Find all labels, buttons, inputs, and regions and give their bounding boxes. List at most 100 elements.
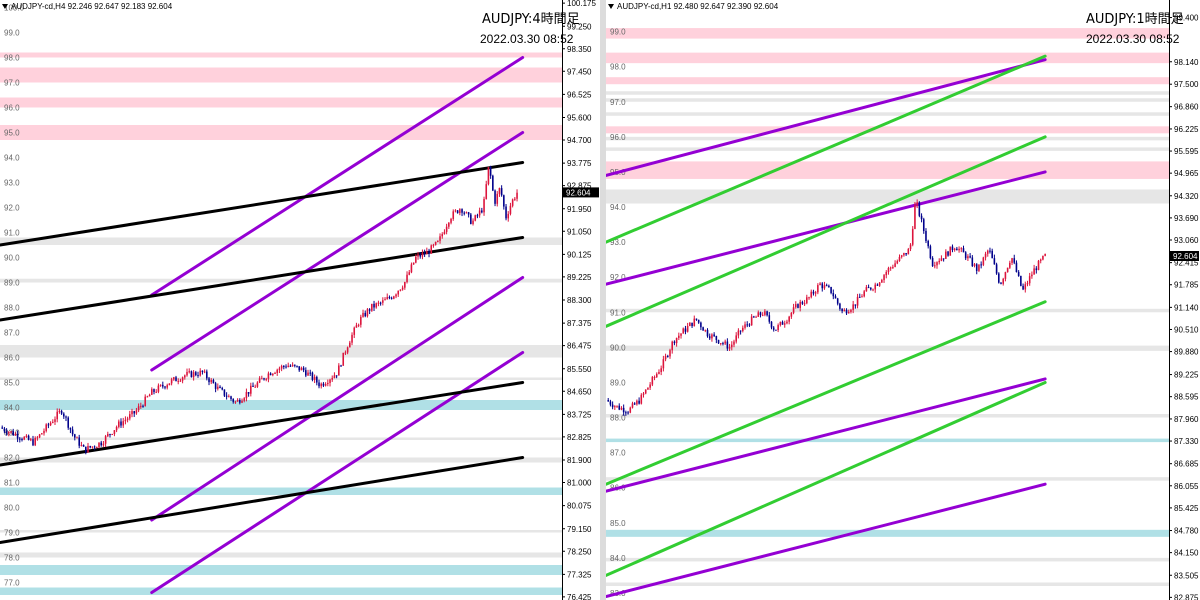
h4-right-axis-label: 77.325: [567, 570, 592, 579]
h4-right-axis-label: 91.950: [567, 205, 592, 214]
h4-candle-body: [80, 444, 83, 446]
h1-chart-date: 2022.03.30 08:52: [1086, 32, 1180, 46]
h4-candle-body: [511, 199, 514, 206]
h4-candle-body: [27, 435, 30, 440]
h4-candle-body: [236, 399, 239, 402]
h4-candle-body: [146, 396, 149, 398]
h4-left-price-label: 83.0: [4, 429, 20, 438]
h4-candle-body: [186, 371, 188, 376]
h1-right-axis-label: 90.510: [1174, 325, 1199, 334]
h1-candle-body: [984, 253, 987, 258]
h1-candle-body: [997, 273, 1000, 283]
h4-candle-body: [507, 213, 510, 219]
h4-candle-body: [104, 436, 107, 444]
h4-left-price-label: 81.0: [4, 479, 20, 488]
h1-chart-panel[interactable]: 99.098.097.096.095.094.093.092.091.090.0…: [606, 0, 1200, 600]
h4-candle-body: [280, 365, 283, 369]
h1-candle-body: [1011, 258, 1013, 263]
h1-right-axis-label: 89.880: [1174, 348, 1199, 357]
h4-candle-body: [144, 396, 147, 407]
h1-candle-body: [867, 287, 870, 289]
h1-right-axis-label: 84.780: [1174, 527, 1199, 536]
h4-chart-date: 2022.03.30 08:52: [480, 32, 574, 46]
h4-candle-body: [241, 400, 243, 403]
h4-candle-body: [401, 287, 404, 290]
h1-zone-support: [606, 438, 1169, 443]
h1-candle-body: [828, 285, 830, 287]
h4-trendline-purple: [150, 276, 525, 522]
h1-trendline-purple: [606, 170, 1047, 286]
h1-candle-body: [750, 316, 753, 326]
h1-candle-body: [845, 309, 848, 314]
h1-candle-body: [832, 293, 835, 297]
h4-right-axis-label: 89.225: [567, 273, 592, 282]
h1-candle-body: [911, 228, 914, 245]
h1-right-axis-label: 94.320: [1174, 192, 1199, 201]
h4-candle-body: [423, 252, 426, 255]
h4-trendline-black: [0, 381, 525, 467]
h1-candle-body: [850, 309, 852, 312]
h4-candle-body: [129, 414, 131, 419]
h1-candle-body: [730, 344, 733, 348]
h1-candle-body: [854, 304, 857, 306]
h1-candle-body: [772, 327, 775, 330]
h4-candle-body: [296, 365, 298, 367]
h4-right-axis-label: 94.700: [567, 136, 592, 145]
h1-right-axis-label: 93.690: [1174, 214, 1199, 223]
panel-divider[interactable]: [600, 0, 606, 600]
h1-candle-body: [1039, 259, 1042, 261]
h4-chart-panel[interactable]: 100.0 99.0 98.0 97.0 96.0 95.0 94.0 93.0 92.0 91.…: [0, 0, 600, 600]
h4-candle-body: [250, 385, 252, 394]
h4-candle-body: [478, 210, 481, 216]
h1-zone-neutral: [606, 582, 1169, 586]
h4-candle-body: [441, 234, 444, 237]
h1-candle-body: [711, 334, 713, 339]
h1-right-axis-label: 95.595: [1174, 147, 1199, 156]
h1-candle-body: [686, 326, 689, 332]
h4-left-price-label: 89.0: [4, 279, 20, 288]
h1-candle-body: [695, 318, 698, 320]
h1-candle-body: [1015, 262, 1018, 272]
h4-candle-body: [45, 424, 48, 431]
h1-candle-body: [799, 301, 801, 308]
h1-candle-body: [722, 343, 724, 345]
h1-left-price-label: 84.0: [610, 554, 626, 563]
h4-candle-body: [38, 434, 41, 438]
h1-right-axis-label: 94.965: [1174, 169, 1199, 178]
h1-candle-body: [841, 308, 843, 312]
h4-candle-body: [338, 365, 340, 376]
h1-candle-body: [927, 240, 929, 247]
h1-current-price-tag-bg: [1170, 251, 1199, 261]
h1-candle-body: [664, 355, 667, 360]
h1-candle-body: [702, 327, 704, 331]
h1-current-price-tag: 92.604: [1173, 252, 1198, 261]
h4-candle-body: [166, 385, 169, 388]
h4-candle-body: [463, 212, 466, 214]
h4-candle-body: [102, 443, 105, 446]
h1-candle-body: [1042, 255, 1044, 260]
dropdown-triangle-icon[interactable]: [2, 4, 8, 10]
h4-candle-body: [74, 434, 76, 438]
h1-candle-body: [918, 202, 921, 216]
h1-zone-neutral: [606, 557, 1169, 562]
h1-candle-body: [819, 283, 821, 286]
h4-candle-body: [454, 210, 457, 212]
h4-candle-body: [368, 309, 371, 311]
h1-chart-header: AUDJPY-cd,H1 92.480 92.647 92.390 92.604: [608, 2, 778, 11]
dropdown-triangle-icon[interactable]: [608, 4, 614, 10]
h1-candle-body: [969, 256, 971, 258]
h1-left-price-label: 85.0: [610, 519, 626, 528]
h4-left-price-label: 93.0: [4, 179, 20, 188]
h1-candle-body: [706, 329, 709, 337]
h1-candle-body: [814, 292, 817, 294]
h4-candle-body: [404, 281, 406, 288]
h4-candle-body: [232, 399, 235, 402]
h4-candle-body: [456, 210, 459, 214]
h1-candle-body: [922, 219, 925, 231]
h1-candle-body: [980, 264, 982, 266]
h4-candle-body: [54, 419, 56, 422]
h4-candle-body: [60, 410, 63, 414]
h1-zone-neutral: [606, 189, 1169, 204]
h1-candle-body: [693, 318, 696, 327]
h4-candle-body: [500, 188, 503, 196]
